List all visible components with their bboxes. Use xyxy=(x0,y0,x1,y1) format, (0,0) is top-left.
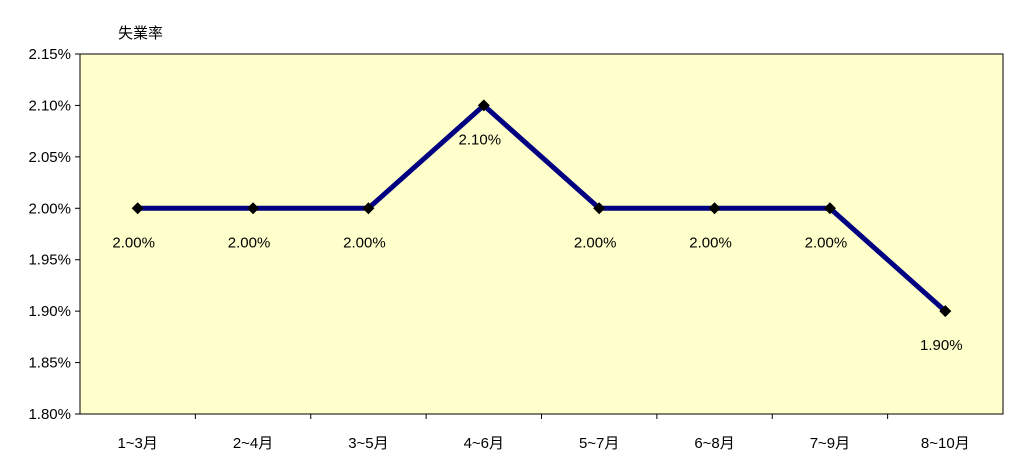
plot-area xyxy=(79,53,1004,415)
data-label: 2.00% xyxy=(112,234,155,251)
data-label: 2.00% xyxy=(805,234,848,251)
series-line xyxy=(137,102,947,314)
y-tick-label: 2.15% xyxy=(28,46,71,63)
data-point xyxy=(593,202,606,215)
data-point xyxy=(939,305,952,318)
data-point xyxy=(247,202,260,215)
data-point xyxy=(131,202,144,215)
x-tick-label: 7~9月 xyxy=(810,435,850,452)
data-label: 2.10% xyxy=(459,131,502,148)
y-tick-label: 2.05% xyxy=(28,149,71,166)
series-markers xyxy=(131,99,952,318)
x-tick-label: 3~5月 xyxy=(348,435,388,452)
x-tick-label: 6~8月 xyxy=(694,435,734,452)
data-point xyxy=(362,202,375,215)
data-label: 2.00% xyxy=(228,234,271,251)
data-point xyxy=(477,99,490,112)
y-axis: 1.80% 1.85% 1.90% 1.95% 2.00% 2.05% 2.10% 2.15% xyxy=(28,46,80,423)
data-point xyxy=(708,202,721,215)
data-label: 1.90% xyxy=(920,337,963,354)
y-tick-label: 1.95% xyxy=(28,252,71,269)
x-tick-label: 4~6月 xyxy=(464,435,504,452)
data-label: 2.00% xyxy=(574,234,617,251)
x-tick-label: 8~10月 xyxy=(921,435,970,452)
data-label: 2.00% xyxy=(343,234,386,251)
data-labels: 2.00% 2.00% 2.00% 2.10% 2.00% 2.00% 2.00% 1.90% xyxy=(112,131,962,354)
x-tick-label: 1~3月 xyxy=(117,435,157,452)
y-tick-label: 2.00% xyxy=(28,200,71,217)
x-axis: 1~3月 2~4月 3~5月 4~6月 5~7月 6~8月 7~9月 8~10月 xyxy=(117,414,970,452)
y-tick-label: 1.85% xyxy=(28,355,71,372)
x-tick-label: 2~4月 xyxy=(233,435,273,452)
data-point xyxy=(823,202,836,215)
y-axis-label: 失業率 xyxy=(118,24,163,42)
y-tick-label: 1.90% xyxy=(28,303,71,320)
data-label: 2.00% xyxy=(689,234,732,251)
y-tick-label: 2.10% xyxy=(28,97,71,114)
y-tick-label: 1.80% xyxy=(28,406,71,423)
x-tick-label: 5~7月 xyxy=(579,435,619,452)
